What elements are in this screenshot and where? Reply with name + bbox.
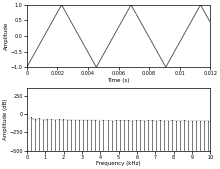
X-axis label: Time (s): Time (s) bbox=[107, 78, 130, 83]
X-axis label: Frequency (kHz): Frequency (kHz) bbox=[96, 161, 141, 166]
Y-axis label: Amplitude (dB): Amplitude (dB) bbox=[3, 99, 8, 140]
Y-axis label: Amplitude: Amplitude bbox=[4, 22, 9, 50]
